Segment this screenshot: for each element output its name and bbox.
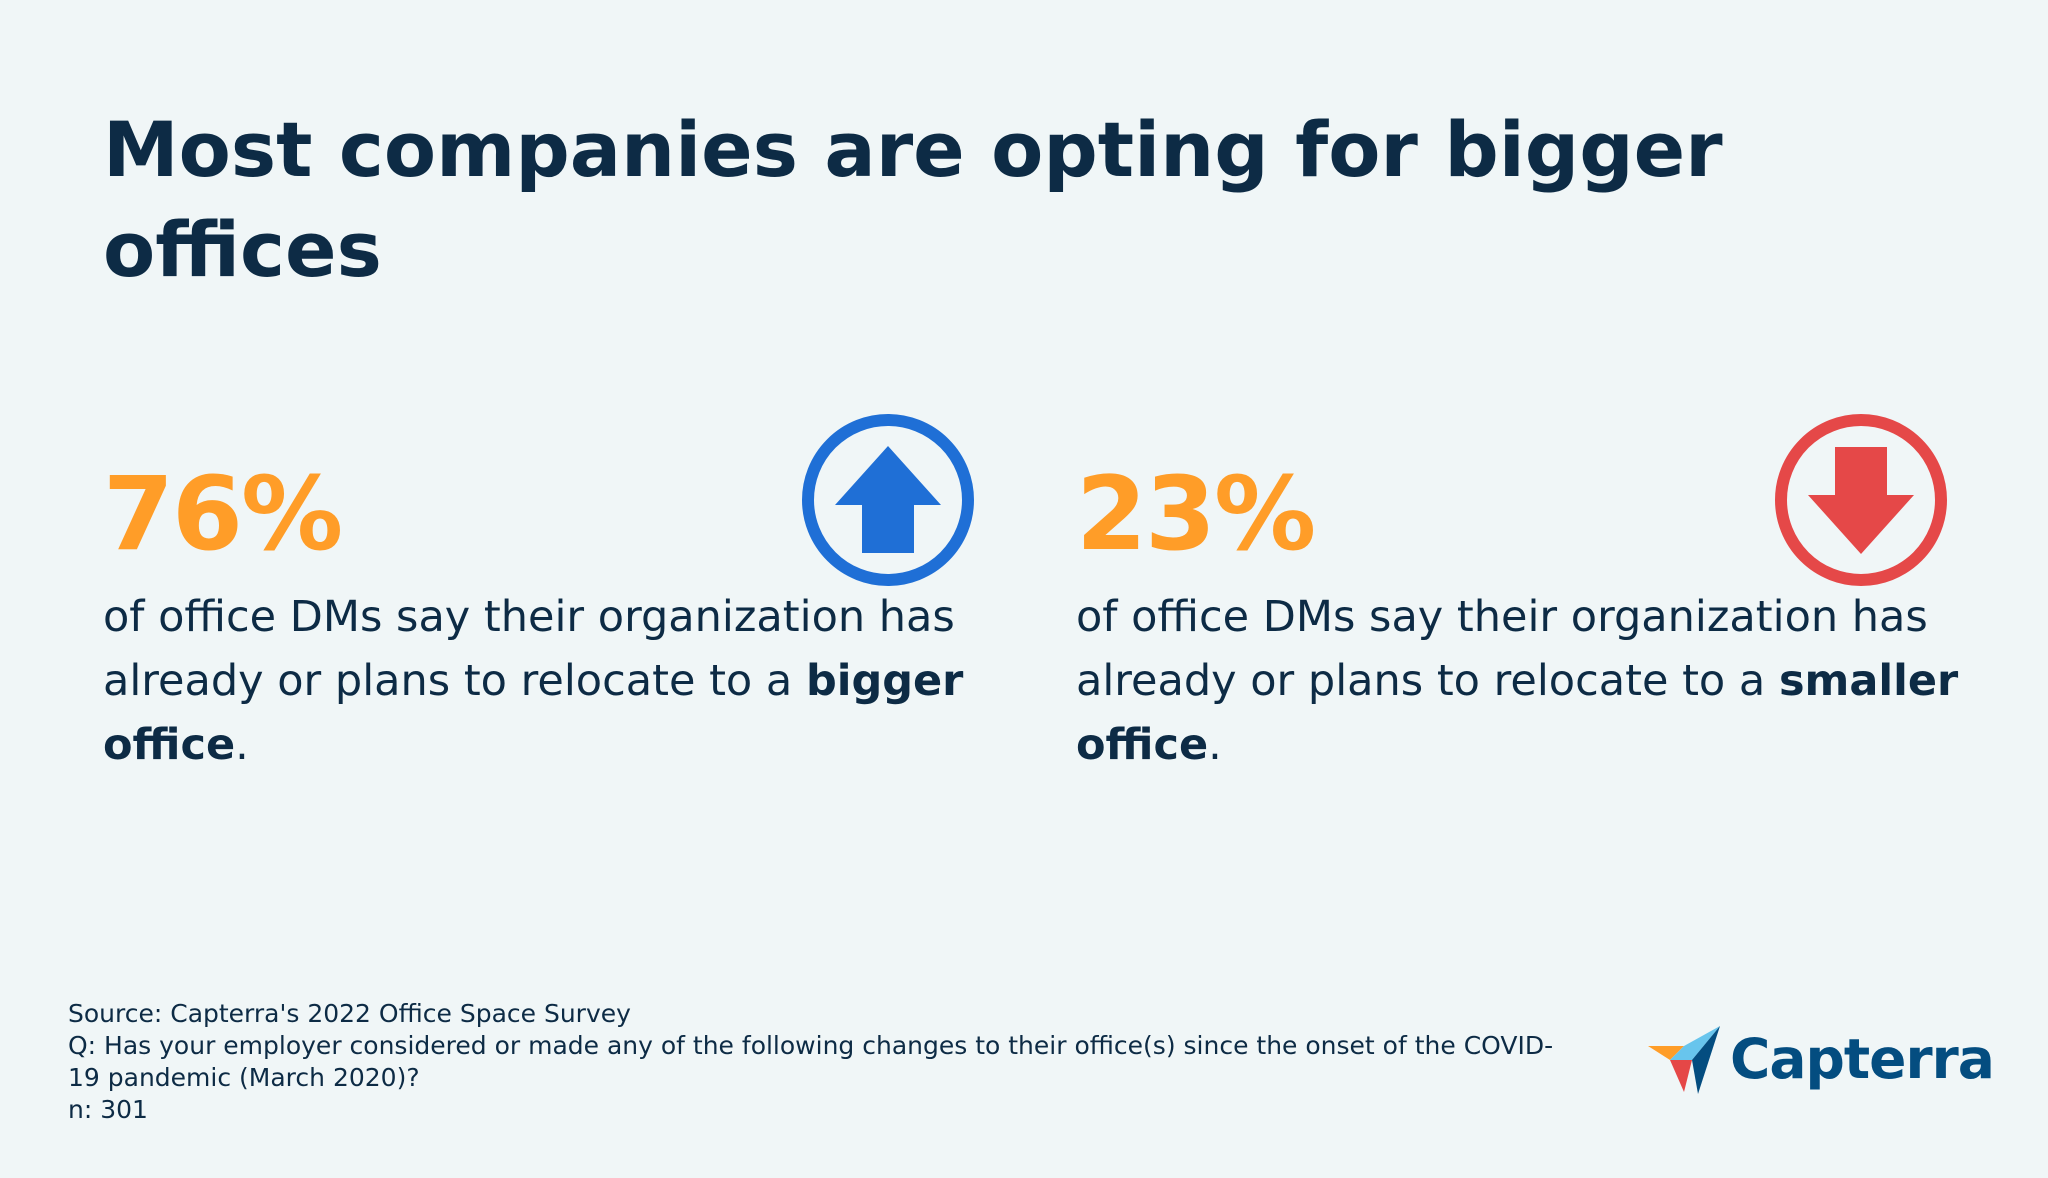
stat-text-bigger: of office DMs say their organization has… [103, 592, 955, 706]
capterra-logo: Capterra [1648, 1024, 1995, 1094]
source-line: Source: Capterra's 2022 Office Space Sur… [68, 999, 631, 1028]
arrow-down-circle-icon [1775, 414, 1947, 586]
stat-smaller-office: 23% of office DMs say their organization… [1076, 455, 1976, 777]
stat-description-bigger: of office DMs say their organization has… [103, 585, 1003, 777]
arrow-up-circle-icon [802, 414, 974, 586]
sample-size: n: 301 [68, 1095, 148, 1124]
question-line-1: Q: Has your employer considered or made … [68, 1031, 1554, 1060]
stat-emphasis-smaller: smaller office [1076, 656, 1959, 770]
stat-emphasis-bigger: bigger office [103, 656, 964, 770]
stat-text-smaller: of office DMs say their organization has… [1076, 592, 1928, 706]
capterra-logo-icon [1648, 1026, 1720, 1094]
stat-bigger-office: 76% of office DMs say their organization… [103, 455, 1003, 777]
stat-value-smaller: 23% [1076, 455, 1316, 574]
page-title: Most companies are opting for bigger off… [103, 105, 1723, 294]
stat-suffix-bigger: . [235, 720, 249, 770]
question-line-2: 19 pandemic (March 2020)? [68, 1063, 420, 1092]
stat-suffix-smaller: . [1208, 720, 1222, 770]
source-footnote: Source: Capterra's 2022 Office Space Sur… [68, 998, 1588, 1126]
stat-value-bigger: 76% [103, 455, 343, 574]
stat-description-smaller: of office DMs say their organization has… [1076, 585, 1976, 777]
logo-wordmark: Capterra [1730, 1027, 1995, 1091]
